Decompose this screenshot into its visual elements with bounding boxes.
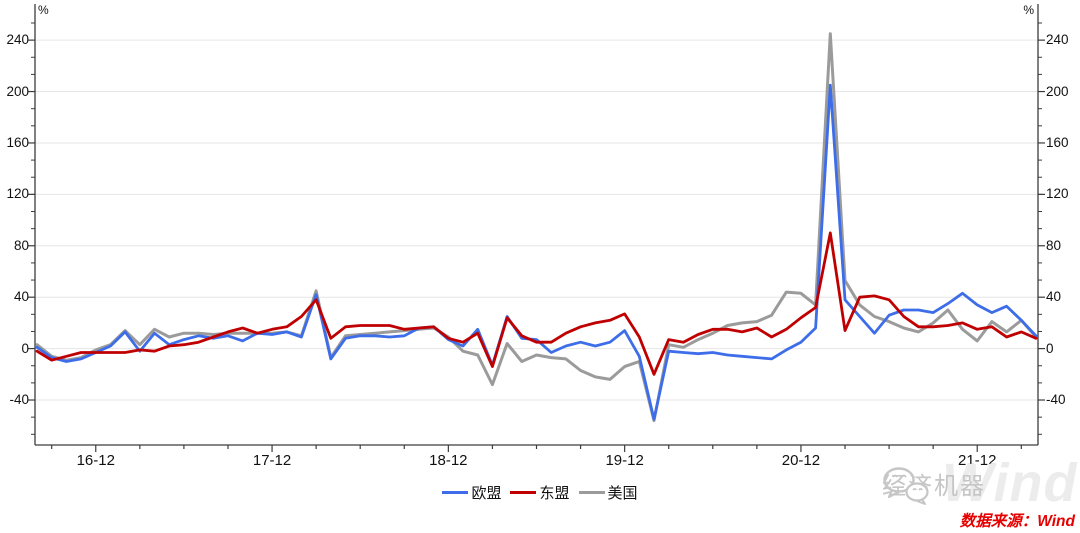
data-source-text: 数据来源：Wind: [959, 513, 1075, 530]
y-axis-label-left: 160: [6, 134, 29, 150]
y-axis-label-right: 240: [1046, 32, 1069, 48]
y-axis-unit-right: %: [1023, 3, 1034, 17]
y-axis-label-left: 240: [6, 32, 29, 48]
y-axis-label-left: 40: [13, 289, 29, 305]
y-axis-label-left: 0: [21, 340, 29, 356]
brand-watermark: 经济机器: [882, 466, 986, 505]
x-axis-label: 19-12: [605, 452, 644, 469]
legend-swatch-asean: [510, 490, 537, 494]
legend-label-us: 美国: [607, 484, 638, 502]
legend: 欧盟 东盟 美国: [0, 481, 1080, 503]
series-line-asean: [35, 231, 1038, 376]
y-axis-label-left: 80: [13, 237, 29, 253]
legend-swatch-eu: [442, 490, 469, 494]
legend-item-asean: 东盟: [510, 482, 570, 503]
brand-watermark-text: 经济机器: [882, 473, 986, 500]
wind-watermark: Wind: [942, 453, 1078, 513]
x-axis-label: 20-12: [781, 452, 821, 469]
series-line-us: [35, 32, 1038, 423]
wechat-icon: [883, 467, 929, 505]
x-axis-label: 18-12: [429, 452, 468, 469]
x-axis-label: 16-12: [76, 452, 115, 469]
y-axis-label-right: 80: [1046, 237, 1062, 253]
series-line-eu: [35, 83, 1038, 421]
legend-label-asean: 东盟: [539, 484, 570, 502]
y-axis-label-right: 0: [1046, 340, 1054, 356]
y-axis-label-left: -40: [9, 392, 29, 407]
y-axis-label-left: 120: [6, 186, 29, 202]
y-axis-label-right: 40: [1046, 289, 1062, 305]
x-axis-label: 21-12: [958, 452, 997, 469]
y-axis-label-right: 120: [1046, 186, 1069, 202]
x-axis-label: 17-12: [252, 452, 292, 469]
y-axis-label-left: 200: [6, 83, 29, 99]
y-axis-label-right: 160: [1046, 134, 1069, 150]
y-axis-label-right: 200: [1046, 83, 1069, 99]
y-axis-label-right: -40: [1046, 392, 1066, 407]
legend-label-eu: 欧盟: [471, 484, 502, 502]
y-axis-unit-left: %: [38, 3, 49, 17]
legend-item-eu: 欧盟: [442, 482, 501, 503]
legend-swatch-us: [578, 490, 605, 494]
legend-item-us: 美国: [578, 482, 638, 503]
